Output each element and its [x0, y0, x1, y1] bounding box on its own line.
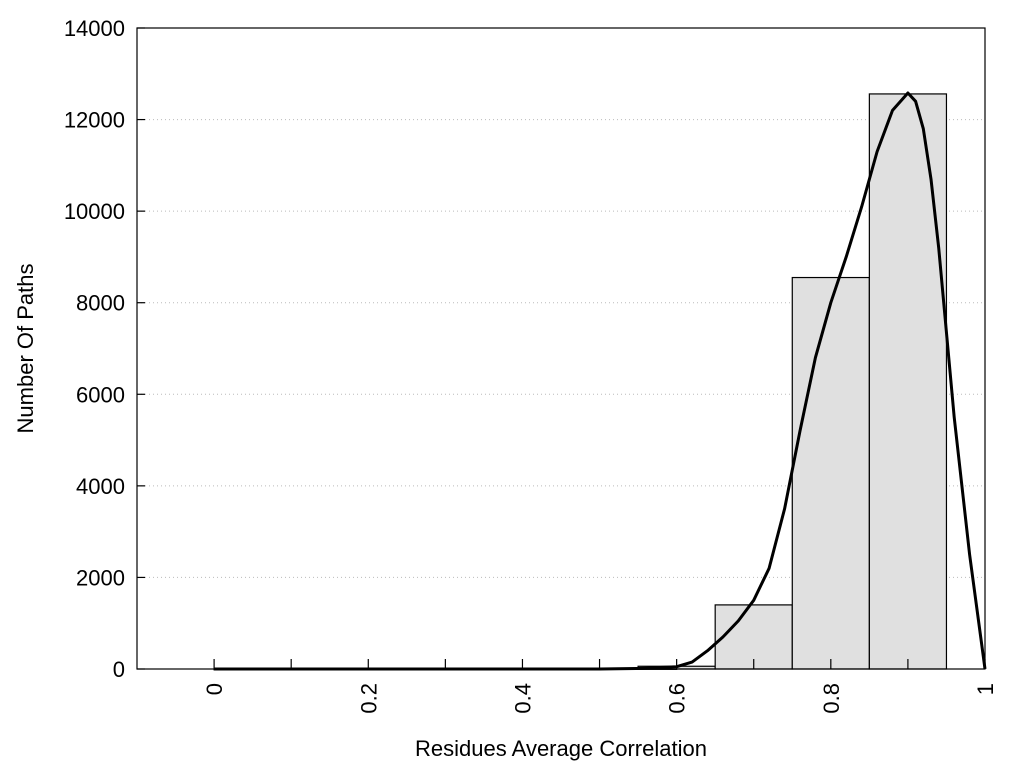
y-tick-label-5: 10000 [64, 199, 125, 224]
x-tick-label-0: 0 [202, 683, 227, 695]
grid-lines [137, 119, 985, 578]
x-tick-label-2: 0.4 [510, 683, 535, 714]
y-tick-labels: 0 2000 4000 6000 8000 10000 12000 14000 [64, 16, 125, 682]
x-tick-label-5: 1 [973, 683, 998, 695]
y-tick-label-7: 14000 [64, 16, 125, 41]
y-tick-label-4: 8000 [76, 291, 125, 316]
y-tick-label-3: 6000 [76, 382, 125, 407]
y-tick-label-0: 0 [113, 657, 125, 682]
x-axis-title: Residues Average Correlation [415, 736, 707, 761]
y-tick-label-1: 2000 [76, 565, 125, 590]
axis-ticks [137, 27, 986, 670]
y-tick-label-6: 12000 [64, 108, 125, 133]
plot-frame [136, 27, 986, 670]
histogram-bar-9 [868, 93, 948, 670]
density-curve [214, 91, 987, 671]
x-tick-label-4: 0.8 [819, 683, 844, 714]
density-curve-layer [214, 91, 987, 671]
histogram-bars [213, 93, 948, 671]
y-axis-title: Number Of Paths [13, 264, 38, 434]
x-tick-label-1: 0.2 [356, 683, 381, 714]
x-tick-label-3: 0.6 [665, 683, 690, 714]
histogram-bar-8 [791, 276, 870, 670]
x-tick-labels: 0 0.2 0.4 0.6 0.8 1 [202, 683, 998, 714]
y-tick-label-2: 4000 [76, 474, 125, 499]
histogram-bar-7 [714, 604, 793, 670]
